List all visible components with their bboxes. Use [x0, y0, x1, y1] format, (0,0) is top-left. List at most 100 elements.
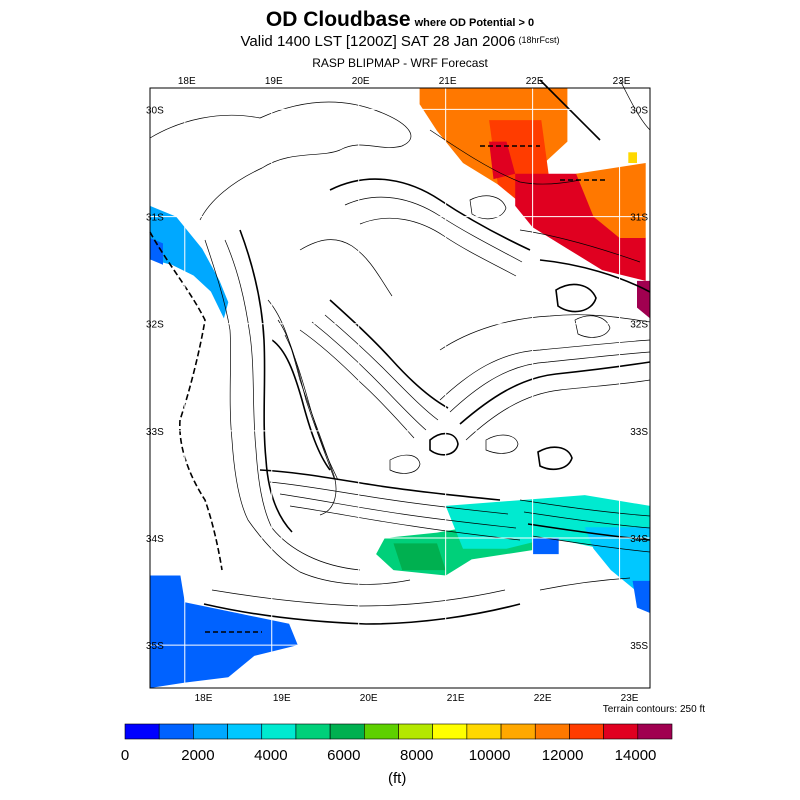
bottom-lon-label: 18E	[195, 693, 213, 704]
contour-thick	[271, 339, 331, 471]
bottom-lon-label: 19E	[273, 693, 291, 704]
contour	[519, 229, 641, 263]
colorbar-tick-label: 2000	[181, 747, 214, 764]
subtitle-note: (18hrFcst)	[518, 35, 560, 45]
colorbar-tick-label: 10000	[469, 747, 511, 764]
contour-thick	[527, 523, 651, 541]
contour	[429, 129, 581, 185]
colorbar-unit: (ft)	[388, 770, 407, 787]
bottom-lon-label: 21E	[447, 693, 465, 704]
cloudbase-region-e-orange	[576, 163, 646, 238]
contour	[359, 217, 517, 277]
colorbar-swatch	[603, 723, 639, 740]
contour	[224, 239, 361, 571]
colorbar-swatch	[227, 723, 263, 740]
top-lon-label: 22E	[526, 76, 544, 87]
contour	[449, 351, 651, 413]
contour-thick	[537, 446, 573, 471]
colorbar-swatch	[295, 723, 331, 740]
colorbar-swatch	[329, 723, 365, 740]
right-lat-label: 30S	[630, 105, 648, 116]
contour	[299, 239, 393, 297]
colorbar-swatch	[500, 723, 536, 740]
cloudbase-region-se-teal	[445, 495, 650, 571]
colorbar-swatch	[637, 723, 673, 740]
colorbar-swatch	[534, 723, 570, 740]
cloudbase-region-w-cyan	[150, 205, 229, 319]
right-lat-label: 35S	[630, 641, 648, 652]
contour	[485, 434, 519, 454]
contour	[539, 577, 631, 591]
colorbar-swatch	[124, 723, 160, 740]
contour-thick	[239, 229, 293, 533]
contour-thick	[329, 178, 531, 251]
colorbar-swatch	[261, 723, 297, 740]
contour	[439, 339, 651, 401]
chart-title: OD Cloudbase where OD Potential > 0	[0, 8, 800, 32]
right-lat-label: 32S	[630, 320, 648, 331]
colorbar-tick-label: 8000	[400, 747, 433, 764]
contour	[289, 505, 521, 541]
cloudbase-region-se-blue	[632, 580, 650, 613]
contour	[277, 319, 335, 479]
contour-thick	[259, 469, 501, 501]
contour	[344, 196, 523, 263]
cloudbase-region-w-blue	[150, 238, 163, 265]
colorbar-swatch	[432, 723, 468, 740]
contour-thick	[329, 299, 449, 409]
top-lon-label: 19E	[265, 76, 283, 87]
terrain-note: Terrain contours: 250 ft	[602, 704, 705, 715]
contour	[269, 481, 509, 515]
colorbar-tick-label: 6000	[327, 747, 360, 764]
cloudbase-layer	[150, 88, 650, 688]
left-lat-label: 30S	[146, 105, 164, 116]
colorbar-swatch	[158, 723, 194, 740]
map-frame	[149, 87, 651, 689]
axis-labels: 18E 19E 20E 21E 22E 23E 18E 19E 20E 21E 22E 23E 30S 3…	[146, 76, 648, 704]
contour	[299, 329, 415, 439]
contour	[574, 315, 611, 338]
bottom-lon-label: 20E	[360, 693, 378, 704]
contour-thick	[539, 259, 651, 293]
coastline	[149, 231, 223, 571]
contour	[324, 314, 439, 421]
contour	[389, 454, 421, 474]
left-lat-label: 33S	[146, 427, 164, 438]
cloudbase-region-s-dkgreen	[393, 543, 446, 571]
top-lon-label: 21E	[439, 76, 457, 87]
contour	[469, 195, 507, 220]
left-lat-label: 32S	[146, 320, 164, 331]
left-lat-label: 31S	[146, 213, 164, 224]
bottom-lon-label: 22E	[534, 693, 552, 704]
colorbar-swatch	[364, 723, 399, 740]
contour	[523, 511, 651, 529]
colorbar-tick-label: 12000	[542, 747, 584, 764]
colorbar-swatch	[398, 723, 433, 740]
title-main-text: OD Cloudbase	[265, 8, 411, 31]
colorbar-tick-label: 0	[121, 747, 129, 764]
lat-lon-grid	[150, 88, 650, 688]
terrain-contours	[149, 79, 651, 633]
contour	[619, 79, 651, 131]
contour	[311, 321, 427, 431]
right-lat-label: 34S	[630, 534, 648, 545]
subtitle-text: Valid 1400 LST [1200Z] SAT 28 Jan 2006	[240, 33, 516, 50]
colorbar-tick-label: 4000	[254, 747, 287, 764]
contour	[149, 101, 412, 221]
contour-thick	[459, 361, 651, 425]
contour-thick	[555, 283, 597, 313]
title-note: where OD Potential > 0	[414, 17, 535, 29]
colorbar: 0 2000 4000 6000 8000 10000 12000 14000	[121, 723, 673, 764]
cloudbase-region-se-blue2	[532, 538, 559, 555]
contour	[439, 314, 651, 351]
contour-thick	[203, 603, 521, 625]
contour-thick	[539, 79, 601, 141]
left-lat-label: 34S	[146, 534, 164, 545]
chart-subtitle: Valid 1400 LST [1200Z] SAT 28 Jan 2006 (1…	[0, 33, 800, 51]
colorbar-tick-label: 14000	[615, 747, 657, 764]
chart-source: RASP BLIPMAP - WRF Forecast	[312, 56, 488, 70]
top-lon-label: 23E	[613, 76, 631, 87]
contour	[519, 499, 651, 517]
top-lon-label: 18E	[178, 76, 196, 87]
